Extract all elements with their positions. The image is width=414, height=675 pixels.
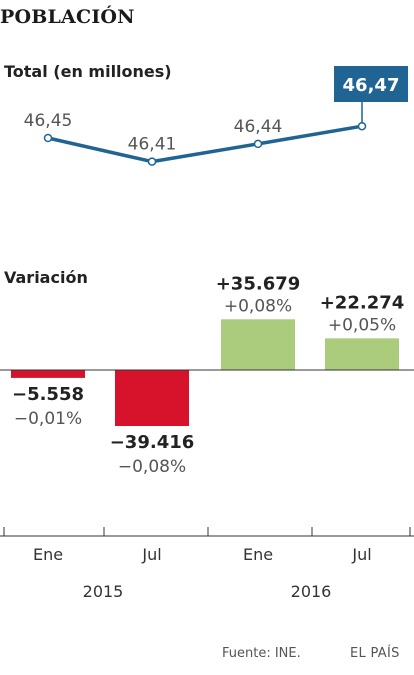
line-point xyxy=(357,121,367,131)
brand-name: EL PAÍS xyxy=(350,646,400,661)
year-label: 2015 xyxy=(83,582,124,601)
variation-bar xyxy=(221,319,295,370)
variation-bar xyxy=(11,370,85,378)
x-tick-label: Jul xyxy=(141,545,161,564)
line-point xyxy=(147,157,157,166)
variation-pct-label: +0,08% xyxy=(224,296,292,316)
variation-pct-label: +0,05% xyxy=(328,315,396,335)
line-value-label: 46,41 xyxy=(128,135,177,155)
highlight-callout xyxy=(334,66,408,102)
x-tick-label: Ene xyxy=(33,545,63,564)
source-note: Fuente: INE. xyxy=(222,646,301,661)
line-value-label: 46,47 xyxy=(343,75,400,96)
variation-value-label: −39.416 xyxy=(110,432,195,453)
line-point xyxy=(43,133,53,143)
variation-pct-label: −0,01% xyxy=(14,409,82,429)
variation-bar xyxy=(115,370,189,426)
variation-pct-label: −0,08% xyxy=(118,457,186,477)
variation-value-label: −5.558 xyxy=(12,384,84,405)
chart-title: POBLACIÓN xyxy=(0,6,135,28)
total-subtitle: Total (en millones) xyxy=(4,62,172,81)
x-tick-label: Jul xyxy=(351,545,371,564)
variation-value-label: +22.274 xyxy=(320,292,405,313)
variation-subtitle: Variación xyxy=(4,268,88,287)
line-point xyxy=(253,139,263,149)
variation-bar xyxy=(325,338,399,370)
population-line xyxy=(46,124,364,164)
x-tick-label: Ene xyxy=(243,545,273,564)
year-label: 2016 xyxy=(291,582,332,601)
line-value-label: 46,44 xyxy=(234,117,283,137)
line-value-label: 46,45 xyxy=(24,111,73,131)
variation-value-label: +35.679 xyxy=(216,273,301,294)
